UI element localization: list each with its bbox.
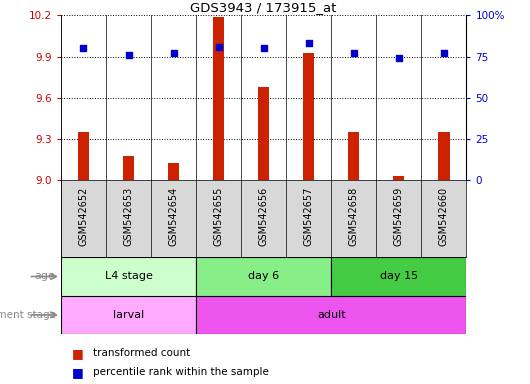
- Text: GSM542654: GSM542654: [169, 187, 179, 246]
- Bar: [438, 132, 449, 180]
- Bar: [303, 53, 314, 180]
- Bar: [393, 176, 404, 180]
- Point: [394, 55, 403, 61]
- Text: day 15: day 15: [380, 271, 418, 281]
- Text: L4 stage: L4 stage: [104, 271, 153, 281]
- Point: [169, 50, 178, 56]
- Text: GSM542660: GSM542660: [439, 187, 449, 246]
- Bar: [61, 296, 196, 334]
- Point: [214, 44, 223, 50]
- Bar: [196, 296, 466, 334]
- Text: GSM542652: GSM542652: [78, 187, 89, 246]
- Bar: [196, 257, 331, 296]
- Point: [259, 45, 268, 51]
- Point: [80, 45, 88, 51]
- Bar: [213, 17, 224, 180]
- Bar: [123, 156, 134, 180]
- Text: age: age: [35, 271, 56, 281]
- Text: GSM542655: GSM542655: [214, 187, 224, 246]
- Text: ■: ■: [72, 366, 83, 379]
- Text: GSM542653: GSM542653: [123, 187, 134, 246]
- Text: transformed count: transformed count: [93, 348, 190, 358]
- Point: [304, 40, 313, 46]
- Text: adult: adult: [317, 310, 346, 320]
- Text: percentile rank within the sample: percentile rank within the sample: [93, 367, 269, 377]
- Text: GSM542659: GSM542659: [394, 187, 404, 246]
- Bar: [61, 257, 196, 296]
- Bar: [168, 162, 179, 180]
- Text: larval: larval: [113, 310, 144, 320]
- Text: day 6: day 6: [248, 271, 279, 281]
- Bar: [331, 257, 466, 296]
- Bar: [78, 132, 89, 180]
- Point: [440, 50, 448, 56]
- Text: ■: ■: [72, 347, 83, 360]
- Point: [124, 52, 132, 58]
- Text: GSM542657: GSM542657: [304, 187, 314, 246]
- Bar: [348, 132, 359, 180]
- Text: GSM542656: GSM542656: [259, 187, 269, 246]
- Point: [350, 50, 358, 56]
- Title: GDS3943 / 173915_at: GDS3943 / 173915_at: [190, 1, 337, 14]
- Text: GSM542658: GSM542658: [349, 187, 359, 246]
- Bar: [258, 87, 269, 180]
- Text: development stage: development stage: [0, 310, 56, 320]
